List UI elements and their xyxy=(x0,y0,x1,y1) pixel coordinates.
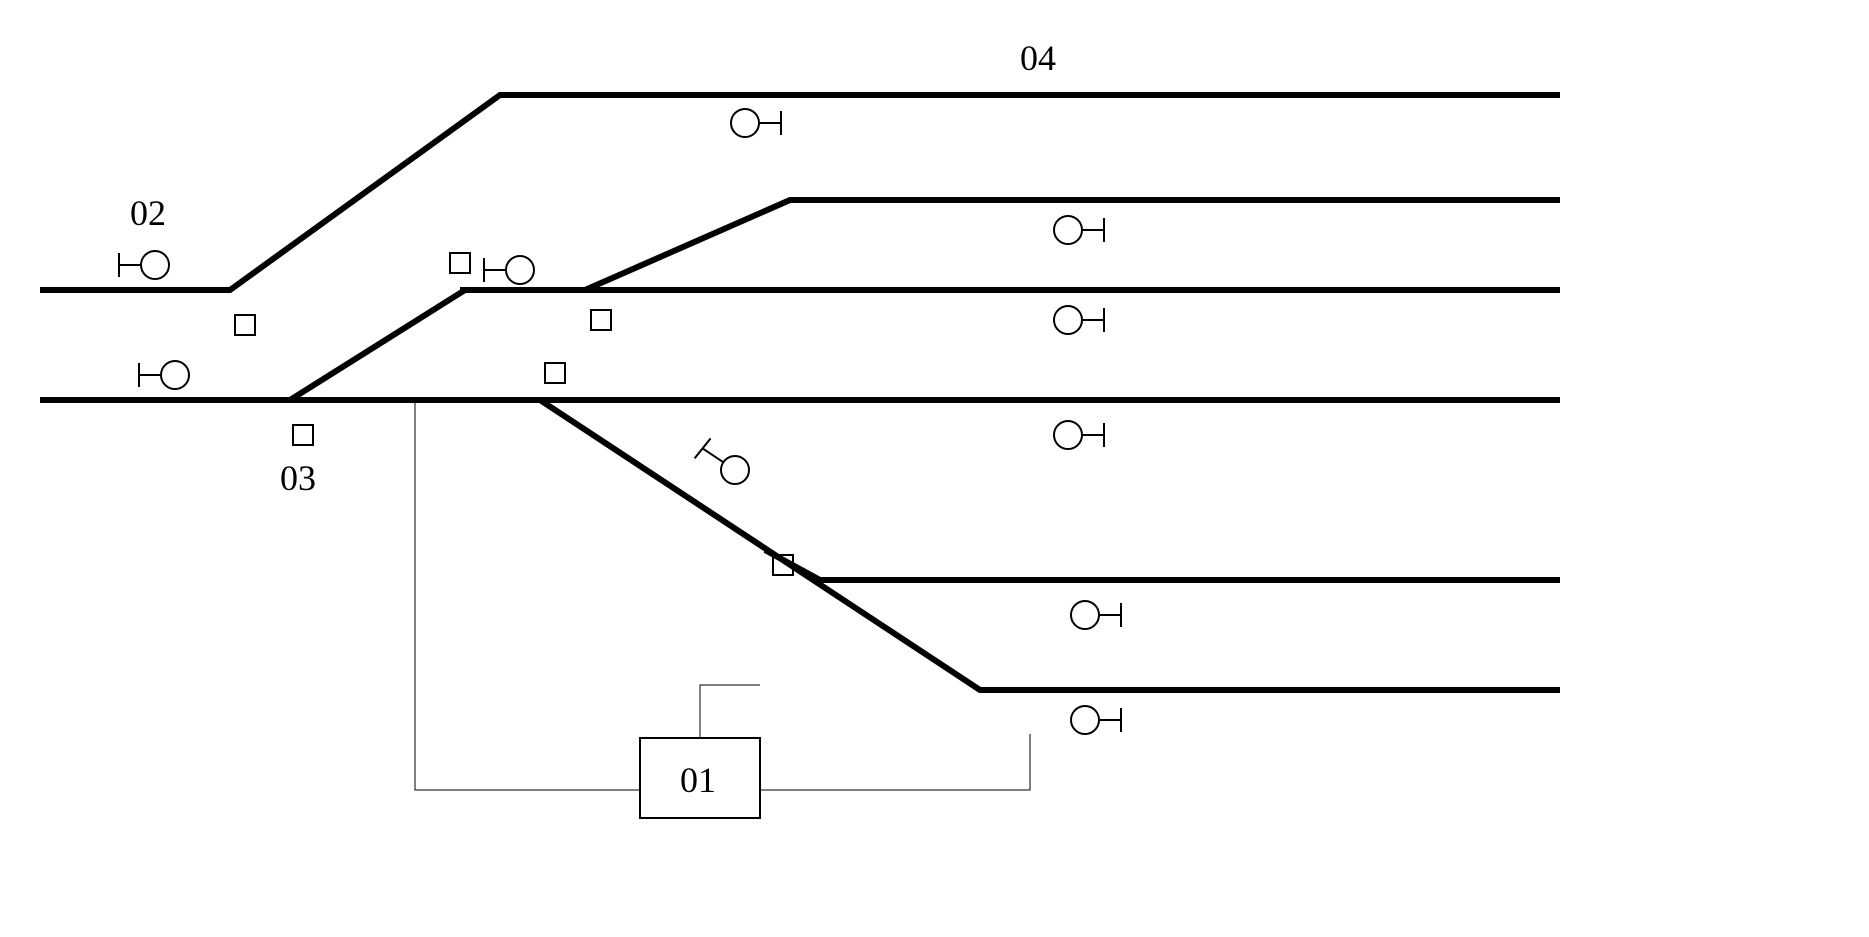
control-line-2 xyxy=(760,734,1030,790)
signal-s7 xyxy=(1054,421,1104,449)
signal-s6 xyxy=(1054,306,1104,334)
track-t7 xyxy=(765,550,1560,580)
control-line-0 xyxy=(415,400,640,790)
signal-s5 xyxy=(1054,216,1104,244)
track-t2 xyxy=(460,200,1560,290)
label-L03: 03 xyxy=(280,458,316,498)
track-t5 xyxy=(290,290,465,400)
label-L02: 02 xyxy=(130,193,166,233)
label-L01: 01 xyxy=(680,760,716,800)
track-t6 xyxy=(540,400,1560,690)
switch-sw3 xyxy=(450,253,470,273)
signal-s8 xyxy=(695,438,749,484)
signal-s1 xyxy=(119,251,169,279)
track-t1 xyxy=(40,95,1560,290)
control-line-1 xyxy=(700,685,760,738)
switch-sw4 xyxy=(591,310,611,330)
rail-diagram: 01 02 03 04 xyxy=(20,20,1580,820)
signal-s9 xyxy=(1071,601,1121,629)
signal-s3 xyxy=(484,256,534,284)
switch-sw5 xyxy=(545,363,565,383)
signal-s10 xyxy=(1071,706,1121,734)
signal-s2 xyxy=(139,361,189,389)
signal-s4 xyxy=(731,109,781,137)
switch-sw2 xyxy=(293,425,313,445)
label-L04: 04 xyxy=(1020,38,1056,78)
switch-sw1 xyxy=(235,315,255,335)
